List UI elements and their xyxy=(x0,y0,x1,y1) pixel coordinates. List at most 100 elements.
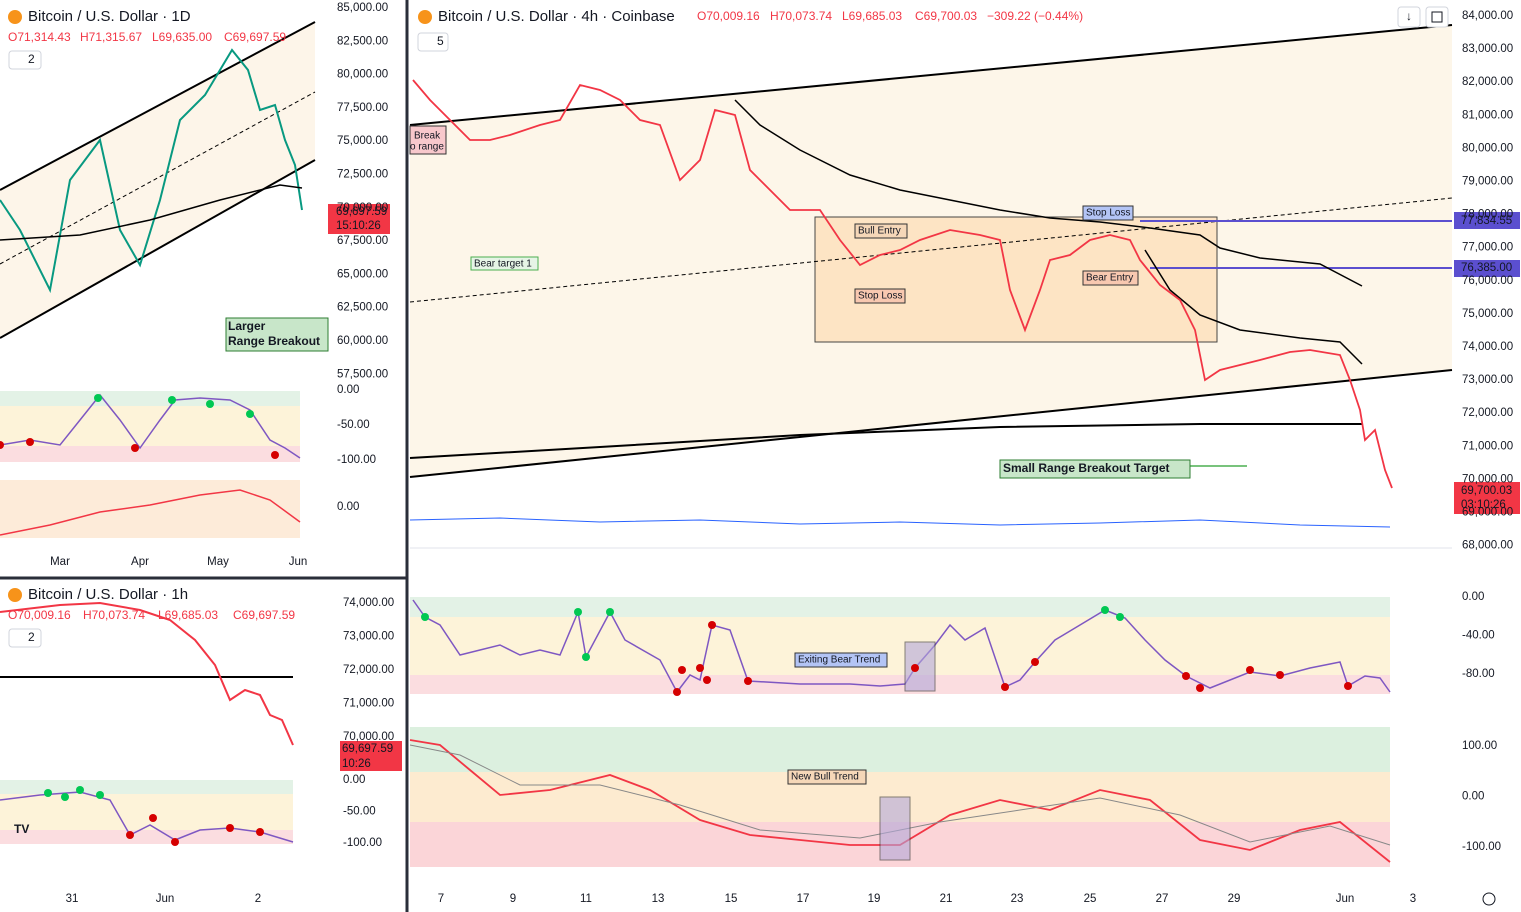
last-price: 69,700.03 xyxy=(1461,485,1512,497)
x-tick-label: 3 xyxy=(1410,893,1416,905)
level-tag xyxy=(1454,212,1520,229)
annotation-box xyxy=(999,459,1191,479)
price-path xyxy=(0,48,303,294)
marker xyxy=(1344,682,1352,690)
annotation-box xyxy=(1082,270,1139,286)
marker xyxy=(271,451,279,459)
osc-band xyxy=(0,830,293,844)
logo: TV xyxy=(14,822,29,836)
ohlc-value: O70,009.16 xyxy=(697,9,760,23)
ohlc-value: O71,314.43 xyxy=(8,30,71,44)
volume-ma xyxy=(409,517,1391,528)
indicator-count[interactable]: 2 xyxy=(28,630,35,644)
indicator-count[interactable]: 2 xyxy=(28,52,35,66)
pane-1h xyxy=(0,579,406,912)
ohlc-value: C69,697.59 xyxy=(233,608,295,622)
ohlc-value: L69,685.03 xyxy=(842,9,902,23)
osc-band xyxy=(0,391,300,406)
y-tick-label: 84,000.00 xyxy=(1462,10,1513,22)
marker xyxy=(744,677,752,685)
osc-band xyxy=(410,617,1390,675)
x-tick-label: 31 xyxy=(66,893,79,905)
macd-tick-label: 0.00 xyxy=(1462,791,1484,803)
channel-line xyxy=(0,21,316,191)
y-tick-label: 81,000.00 xyxy=(1462,109,1513,121)
annotation: Bear target 1 xyxy=(474,259,532,270)
annotation: o range xyxy=(410,142,444,153)
moving-average xyxy=(1144,249,1363,365)
y-tick-label: 60,000.00 xyxy=(337,335,388,347)
indicator-toggle[interactable] xyxy=(8,628,42,648)
y-tick-label: 73,000.00 xyxy=(343,631,394,643)
y-tick-label: 83,000.00 xyxy=(1462,43,1513,55)
marker xyxy=(1001,683,1009,691)
button[interactable] xyxy=(1425,6,1449,28)
y-tick-label: 76,000.00 xyxy=(1462,275,1513,287)
marker xyxy=(206,400,214,408)
indicator-toggle[interactable] xyxy=(417,32,449,52)
settings-icon[interactable] xyxy=(1482,892,1496,906)
macd-band xyxy=(410,727,1390,772)
marker xyxy=(246,410,254,418)
marker xyxy=(149,814,157,822)
chart-title: Bitcoin / U.S. Dollar · 1h xyxy=(28,586,188,603)
x-tick-label: 15 xyxy=(725,893,738,905)
osc-band xyxy=(0,446,300,462)
level-label: 77,834.55 xyxy=(1461,215,1512,227)
y-tick-label: 67,500.00 xyxy=(337,235,388,247)
last-price-tag xyxy=(328,204,390,234)
button-icon[interactable] xyxy=(1431,11,1443,23)
y-tick-label: 75,000.00 xyxy=(337,135,388,147)
moving-average xyxy=(409,423,1362,459)
osc-band xyxy=(0,794,293,830)
annotation: Range Breakout xyxy=(228,334,320,348)
indicator-toggle[interactable] xyxy=(8,50,42,70)
y-tick-label: 85,000.00 xyxy=(337,2,388,14)
marker xyxy=(1182,672,1190,680)
y-tick-label: 74,000.00 xyxy=(1462,341,1513,353)
annotation-box xyxy=(409,125,447,155)
macd-line xyxy=(409,739,1391,863)
annotation: Exiting Bear Trend xyxy=(798,655,880,666)
y-tick-label: 57,500.00 xyxy=(337,368,388,380)
marker xyxy=(421,613,429,621)
marker xyxy=(1246,666,1254,674)
x-tick-label: 2 xyxy=(255,893,261,905)
y-tick-label: 79,000.00 xyxy=(1462,176,1513,188)
x-tick-label: 13 xyxy=(652,893,665,905)
y-tick-label: 69,000.00 xyxy=(1462,507,1513,519)
marker xyxy=(171,838,179,846)
osc-tick-label: -50.00 xyxy=(343,806,376,818)
indicator-count[interactable]: 5 xyxy=(437,34,444,48)
chart-title: Bitcoin / U.S. Dollar · 4h · Coinbase xyxy=(438,8,675,25)
annotation: Small Range Breakout Target xyxy=(1003,461,1170,475)
channel-mid xyxy=(0,91,316,265)
countdown: 10:26 xyxy=(342,758,371,770)
annotation: Bull Entry xyxy=(858,226,901,237)
button-icon[interactable]: ↓ xyxy=(1406,9,1412,23)
symbol-icon xyxy=(8,10,22,24)
marker xyxy=(696,664,704,672)
marker xyxy=(61,793,69,801)
last-price: 69,697.59 xyxy=(336,206,387,218)
marker xyxy=(94,394,102,402)
marker xyxy=(1031,658,1039,666)
marker xyxy=(44,789,52,797)
marker xyxy=(574,608,582,616)
x-tick-label: 23 xyxy=(1011,893,1024,905)
level-label: 76,385.00 xyxy=(1461,262,1512,274)
marker xyxy=(678,666,686,674)
y-tick-label: 62,500.00 xyxy=(337,302,388,314)
marker xyxy=(26,438,34,446)
x-tick-label: May xyxy=(207,556,229,568)
annotation: Stop Loss xyxy=(1086,208,1130,219)
marker xyxy=(226,824,234,832)
x-tick-label: 19 xyxy=(868,893,881,905)
marker xyxy=(96,791,104,799)
marker xyxy=(1101,606,1109,614)
y-tick-label: 72,000.00 xyxy=(343,664,394,676)
button[interactable] xyxy=(1397,6,1421,28)
change: −309.22 (−0.44%) xyxy=(987,9,1083,23)
annotation: Bear Entry xyxy=(1086,273,1133,284)
x-tick-label: 21 xyxy=(940,893,953,905)
